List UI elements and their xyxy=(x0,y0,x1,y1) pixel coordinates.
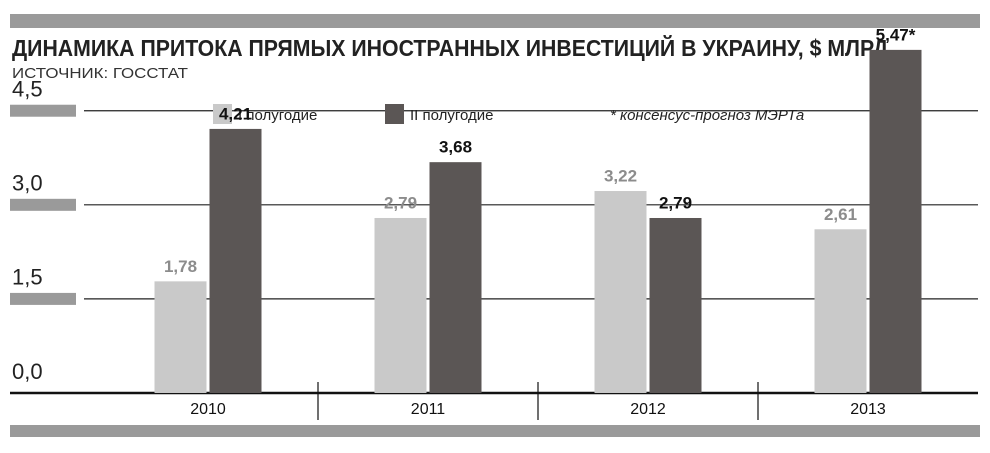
top-band xyxy=(10,14,980,28)
legend-label: II полугодие xyxy=(410,107,494,124)
bottom-band xyxy=(10,425,980,437)
x-tick-label: 2013 xyxy=(850,401,886,418)
y-tick-band xyxy=(10,198,76,211)
chart-title: ДИНАМИКА ПРИТОКА ПРЯМЫХ ИНОСТРАННЫХ ИНВЕ… xyxy=(12,34,888,61)
y-tick-label: 1,5 xyxy=(12,265,43,290)
value-label: 3,68 xyxy=(439,138,472,157)
value-label: 3,22 xyxy=(604,167,637,186)
bar xyxy=(429,162,482,393)
value-label: 2,79 xyxy=(659,193,692,212)
x-tick-label: 2011 xyxy=(411,401,446,418)
y-tick-band xyxy=(10,104,76,117)
chart-subtitle: ИСТОЧНИК: ГОССТАТ xyxy=(12,65,188,82)
bar xyxy=(869,49,922,394)
bar xyxy=(814,229,867,393)
y-tick-label: 4,5 xyxy=(12,77,43,102)
bar xyxy=(209,128,262,393)
x-tick-label: 2010 xyxy=(190,401,226,418)
value-label: 1,78 xyxy=(164,257,197,276)
value-label: 5,47* xyxy=(876,25,916,44)
y-tick-label: 0,0 xyxy=(12,359,43,384)
bar xyxy=(374,217,427,393)
value-label: 2,61 xyxy=(824,205,857,224)
bar xyxy=(154,281,207,393)
bar xyxy=(594,191,647,393)
value-label: 4,21 xyxy=(219,104,252,123)
value-label: 2,79 xyxy=(384,193,417,212)
legend-swatch xyxy=(385,104,404,124)
legend-label: I полугодие xyxy=(238,107,317,124)
annotation: * консенсус-прогноз МЭРТа xyxy=(610,107,804,124)
y-tick-label: 3,0 xyxy=(12,171,43,196)
bar xyxy=(649,217,702,393)
y-tick-band xyxy=(10,292,76,305)
legend-swatch xyxy=(213,104,232,124)
x-tick-label: 2012 xyxy=(630,401,666,418)
